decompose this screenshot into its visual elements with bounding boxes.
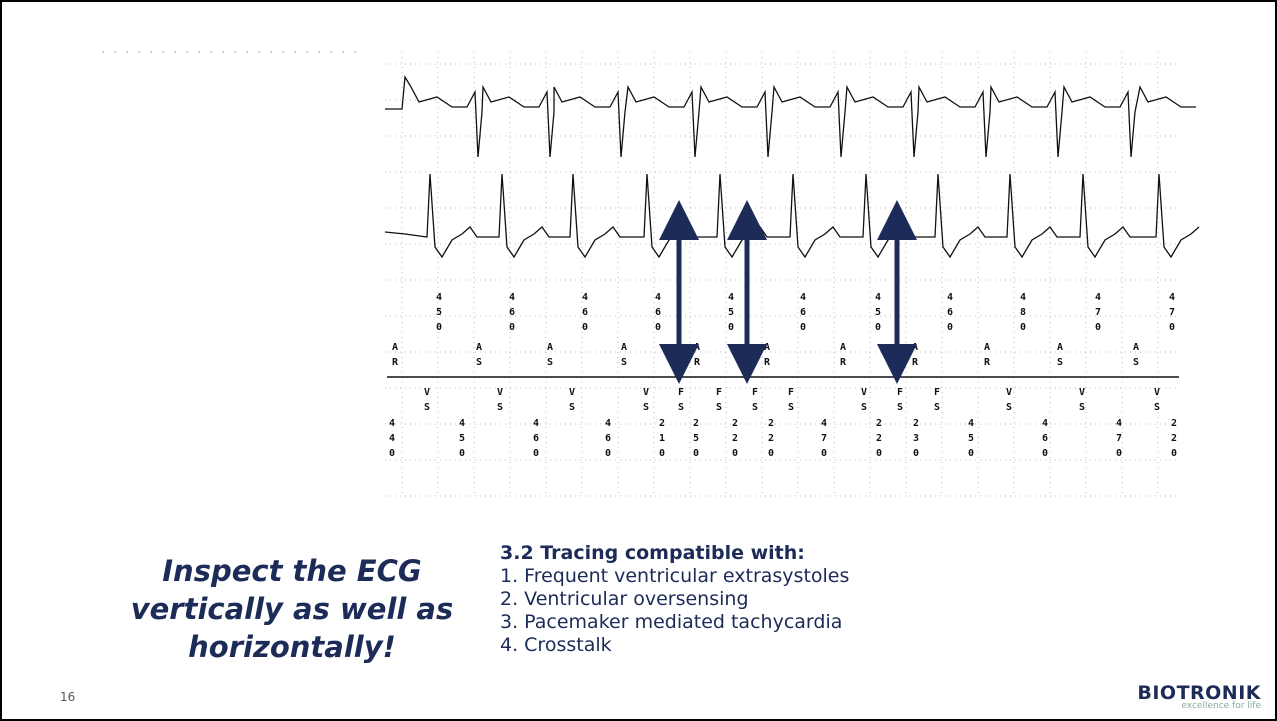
upper-interval: 460 bbox=[580, 292, 591, 337]
upper-interval: 460 bbox=[653, 292, 664, 337]
callout: Inspect the ECG vertically as well as ho… bbox=[97, 552, 487, 666]
lower-interval: 450 bbox=[457, 418, 468, 463]
lower-interval: 450 bbox=[966, 418, 977, 463]
lower-interval: 470 bbox=[1114, 418, 1125, 463]
lower-interval: 220 bbox=[766, 418, 777, 463]
ventricular-marker: FS bbox=[786, 387, 797, 417]
question-heading: 3.2 Tracing compatible with: bbox=[500, 542, 849, 565]
atrial-marker: AS bbox=[474, 342, 485, 372]
atrial-marker: AR bbox=[762, 342, 773, 372]
atrial-marker: AR bbox=[982, 342, 993, 372]
ventricular-marker: FS bbox=[714, 387, 725, 417]
upper-interval: 470 bbox=[1093, 292, 1104, 337]
option: 2. Ventricular oversensing bbox=[500, 588, 849, 611]
atrial-marker: AR bbox=[910, 342, 921, 372]
atrial-marker: AS bbox=[1055, 342, 1066, 372]
upper-interval: 460 bbox=[507, 292, 518, 337]
lower-interval: 230 bbox=[911, 418, 922, 463]
option: 3. Pacemaker mediated tachycardia bbox=[500, 611, 849, 634]
ventricular-marker: FS bbox=[932, 387, 943, 417]
upper-interval: 450 bbox=[434, 292, 445, 337]
ventricular-marker: VS bbox=[495, 387, 506, 417]
lower-interval: 220 bbox=[1169, 418, 1180, 463]
atrial-marker: AR bbox=[838, 342, 849, 372]
upper-interval: 460 bbox=[798, 292, 809, 337]
atrial-marker: AS bbox=[1131, 342, 1142, 372]
ventricular-marker: VS bbox=[1152, 387, 1163, 417]
upper-interval: 470 bbox=[1167, 292, 1178, 337]
ventricular-marker: VS bbox=[859, 387, 870, 417]
option: 1. Frequent ventricular extrasystoles bbox=[500, 565, 849, 588]
ventricular-marker: FS bbox=[750, 387, 761, 417]
upper-interval: 450 bbox=[873, 292, 884, 337]
ventricular-marker: FS bbox=[895, 387, 906, 417]
ventricular-marker: VS bbox=[422, 387, 433, 417]
ventricular-marker: VS bbox=[1077, 387, 1088, 417]
lower-interval: 460 bbox=[1040, 418, 1051, 463]
lower-interval: 440 bbox=[387, 418, 398, 463]
atrial-marker: AR bbox=[692, 342, 703, 372]
upper-interval: 450 bbox=[726, 292, 737, 337]
page-number: 16 bbox=[60, 690, 75, 704]
ecg-trace bbox=[385, 174, 1199, 257]
lower-interval: 460 bbox=[531, 418, 542, 463]
ventricular-marker: VS bbox=[567, 387, 578, 417]
lower-interval: 250 bbox=[691, 418, 702, 463]
question: 3.2 Tracing compatible with: 1. Frequent… bbox=[500, 542, 849, 657]
atrial-marker: AS bbox=[619, 342, 630, 372]
atrial-marker: AS bbox=[545, 342, 556, 372]
slide: 450 460 460 460 450 460 450 460 480 470 470 AR AS AS A… bbox=[0, 0, 1277, 721]
lower-interval: 210 bbox=[657, 418, 668, 463]
lower-interval: 460 bbox=[603, 418, 614, 463]
option: 4. Crosstalk bbox=[500, 634, 849, 657]
ventricular-marker: FS bbox=[676, 387, 687, 417]
ventricular-marker: VS bbox=[1004, 387, 1015, 417]
atrial-marker: AR bbox=[390, 342, 401, 372]
ecg-trace bbox=[385, 77, 1196, 157]
upper-interval: 460 bbox=[945, 292, 956, 337]
ventricular-marker: VS bbox=[641, 387, 652, 417]
lower-interval: 220 bbox=[874, 418, 885, 463]
upper-interval: 480 bbox=[1018, 292, 1029, 337]
lower-interval: 220 bbox=[730, 418, 741, 463]
lower-interval: 470 bbox=[819, 418, 830, 463]
logo: BIOTRONIK excellence for life bbox=[1137, 682, 1261, 711]
